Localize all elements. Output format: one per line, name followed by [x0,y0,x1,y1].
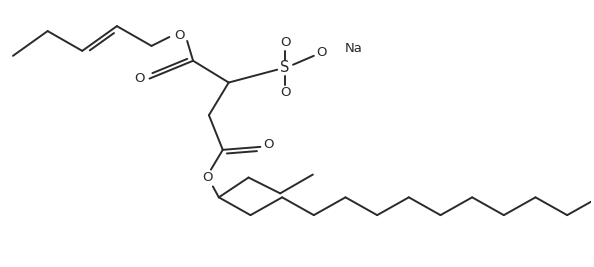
Text: O: O [203,171,213,184]
Text: O: O [280,37,290,49]
Text: S: S [280,60,290,75]
Text: Na: Na [345,42,362,55]
Text: O: O [317,46,327,59]
Text: O: O [134,72,145,85]
Text: O: O [263,138,274,151]
Text: O: O [280,86,290,99]
Text: O: O [174,29,185,42]
